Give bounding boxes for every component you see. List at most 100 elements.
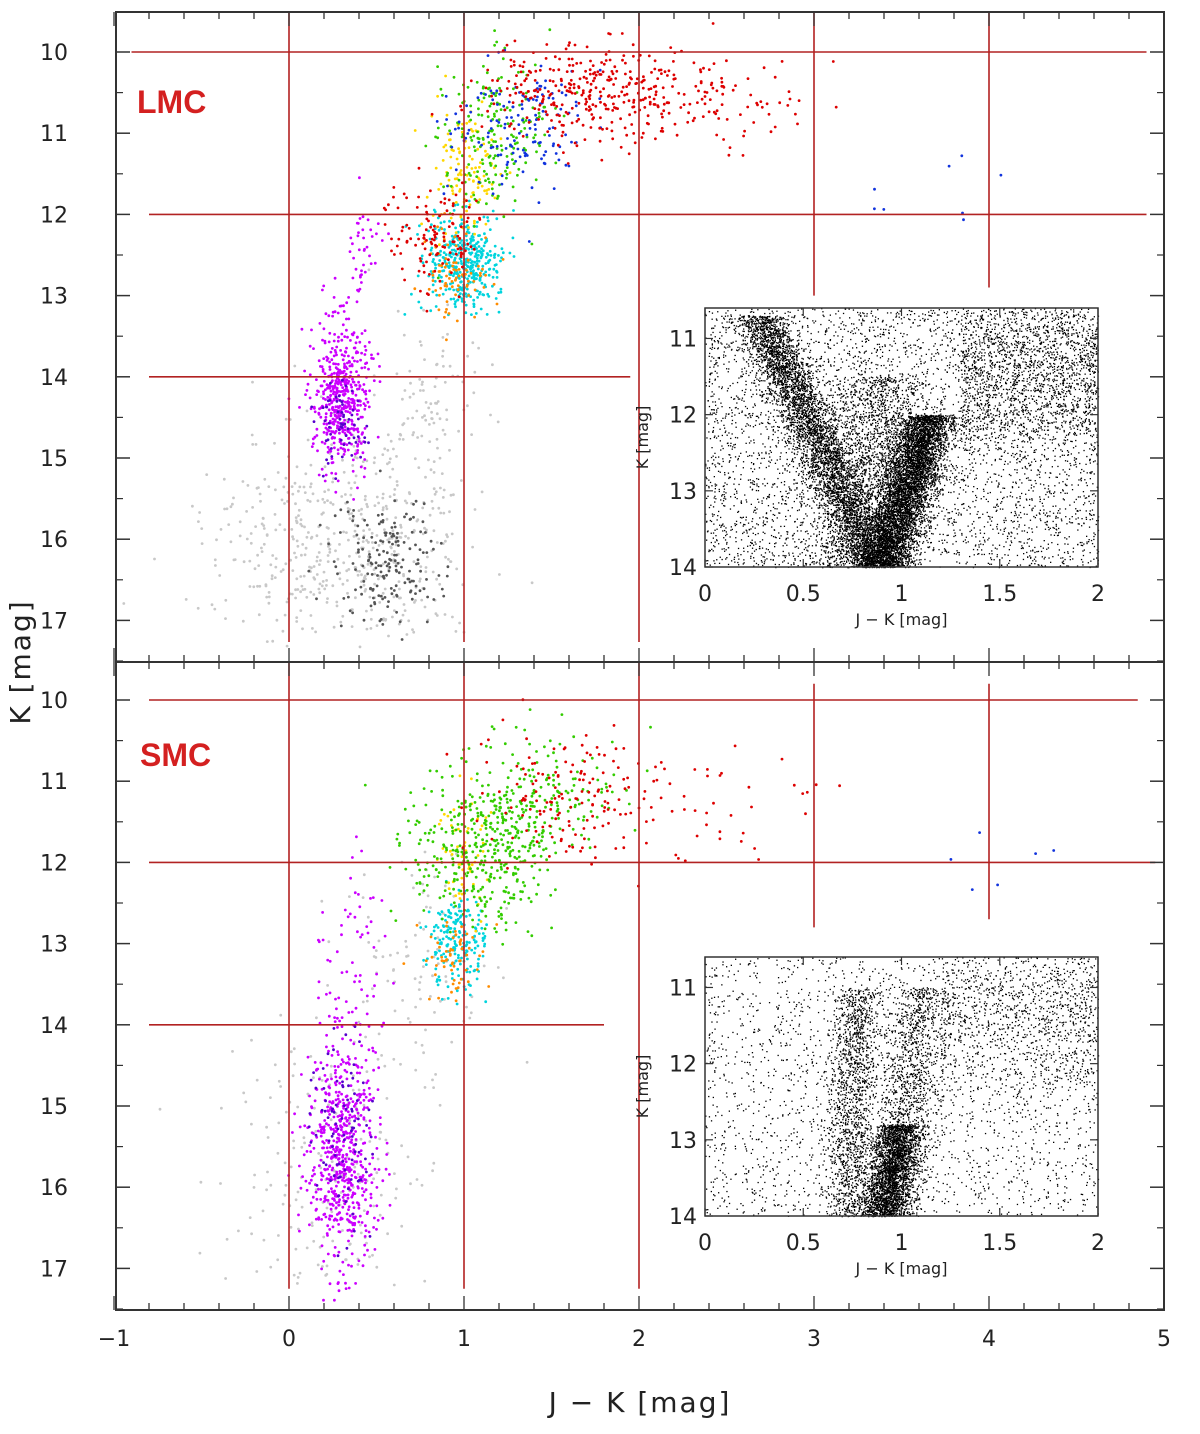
data-point [275, 557, 278, 560]
data-point [971, 535, 972, 536]
data-point [483, 97, 486, 100]
data-point [442, 185, 445, 188]
data-point [719, 525, 720, 526]
data-point [339, 621, 342, 624]
data-point [443, 489, 446, 492]
data-point [950, 321, 951, 322]
data-point [741, 371, 742, 372]
data-point [363, 248, 366, 251]
data-point [791, 490, 792, 491]
data-point [1046, 373, 1047, 374]
data-point [504, 109, 507, 112]
data-point [396, 484, 399, 487]
data-point [863, 478, 864, 479]
data-point [478, 218, 481, 221]
data-point [975, 394, 976, 395]
data-point [1018, 515, 1019, 516]
data-point [927, 319, 928, 320]
data-point [419, 260, 422, 263]
data-point [980, 358, 981, 359]
data-point [899, 373, 900, 374]
data-point [381, 453, 384, 456]
data-point [1031, 528, 1032, 529]
data-point [401, 638, 404, 641]
data-point [882, 321, 883, 322]
data-point [452, 261, 455, 264]
data-point [544, 87, 547, 90]
data-point [443, 192, 446, 195]
data-point [943, 507, 944, 508]
data-point [770, 462, 771, 463]
data-point [448, 449, 451, 452]
data-point [547, 90, 550, 93]
data-point [506, 137, 509, 140]
data-point [789, 464, 790, 465]
data-point [469, 105, 472, 108]
data-point [882, 352, 883, 353]
data-point [626, 93, 629, 96]
data-point [632, 132, 635, 135]
data-point [477, 241, 480, 244]
data-point [1053, 493, 1054, 494]
data-point [451, 222, 454, 225]
data-point [611, 109, 614, 112]
data-point [185, 598, 188, 601]
data-point [226, 507, 229, 510]
data-point [442, 595, 445, 598]
data-point [347, 539, 350, 542]
data-point [734, 447, 735, 448]
data-point [344, 426, 347, 429]
data-point [600, 159, 603, 162]
data-point [514, 160, 517, 163]
data-point [549, 79, 552, 82]
data-point [489, 228, 492, 231]
data-point [356, 534, 359, 537]
data-point [620, 146, 623, 149]
data-point [327, 489, 330, 492]
data-point [800, 542, 801, 543]
data-point [884, 344, 885, 345]
data-point [906, 401, 907, 402]
data-point [475, 272, 478, 275]
data-point [567, 44, 570, 47]
data-point [390, 587, 393, 590]
data-point [1046, 406, 1047, 407]
data-point [510, 59, 513, 62]
data-point [444, 556, 447, 559]
data-point [1070, 556, 1071, 557]
data-point [449, 365, 452, 368]
data-point [871, 353, 872, 354]
data-point [759, 100, 762, 103]
data-point [432, 279, 435, 282]
data-point [444, 284, 447, 287]
data-point [232, 497, 235, 500]
data-point [679, 106, 682, 109]
data-point [497, 421, 500, 424]
data-point [255, 443, 258, 446]
data-point [671, 85, 674, 88]
data-point [980, 408, 981, 409]
data-point [566, 70, 569, 73]
data-point [720, 527, 721, 528]
data-point [855, 333, 856, 334]
data-point [507, 122, 510, 125]
data-point [575, 104, 578, 107]
data-point [771, 535, 772, 536]
data-point [427, 459, 430, 462]
data-point [591, 118, 594, 121]
data-point [334, 549, 337, 552]
data-point [421, 383, 424, 386]
data-point [324, 342, 327, 345]
data-point [1029, 382, 1030, 383]
data-point [1015, 424, 1016, 425]
data-point [443, 246, 446, 249]
data-point [710, 334, 711, 335]
data-point [268, 596, 271, 599]
data-point [436, 252, 439, 255]
data-point [351, 625, 354, 628]
data-point [476, 148, 479, 151]
data-point [262, 517, 265, 520]
data-point [389, 532, 392, 535]
data-point [414, 457, 417, 460]
data-point [623, 94, 626, 97]
